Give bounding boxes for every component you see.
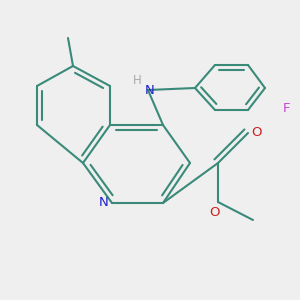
Text: N: N — [99, 196, 109, 209]
Text: O: O — [251, 127, 262, 140]
Text: F: F — [283, 101, 290, 115]
Text: N: N — [145, 83, 154, 97]
Text: O: O — [210, 206, 220, 220]
Text: H: H — [133, 74, 142, 87]
